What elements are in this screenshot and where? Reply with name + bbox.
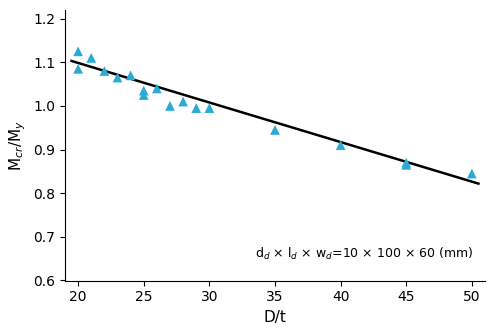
X-axis label: D/t: D/t (264, 310, 286, 325)
Point (126, 73, 134, 78)
Point (114, 75, 122, 80)
Point (74, 49, 82, 54)
Point (153, 86, 161, 91)
Point (192, 106, 200, 111)
Point (74, 66, 82, 72)
Point (100, 68, 108, 74)
Point (402, 162, 410, 168)
Point (468, 171, 476, 176)
Point (140, 88, 148, 93)
Text: d$_d$ × l$_d$ × w$_d$=10 × 100 × 60 (mm): d$_d$ × l$_d$ × w$_d$=10 × 100 × 60 (mm) (256, 246, 474, 262)
Point (87, 55, 95, 60)
Point (179, 99, 187, 104)
Y-axis label: M$_{cr}$/M$_y$: M$_{cr}$/M$_y$ (7, 120, 28, 171)
Point (336, 143, 344, 148)
Point (206, 106, 214, 111)
Point (271, 127, 279, 133)
Point (140, 92, 148, 98)
Point (402, 160, 410, 165)
Point (166, 103, 174, 109)
